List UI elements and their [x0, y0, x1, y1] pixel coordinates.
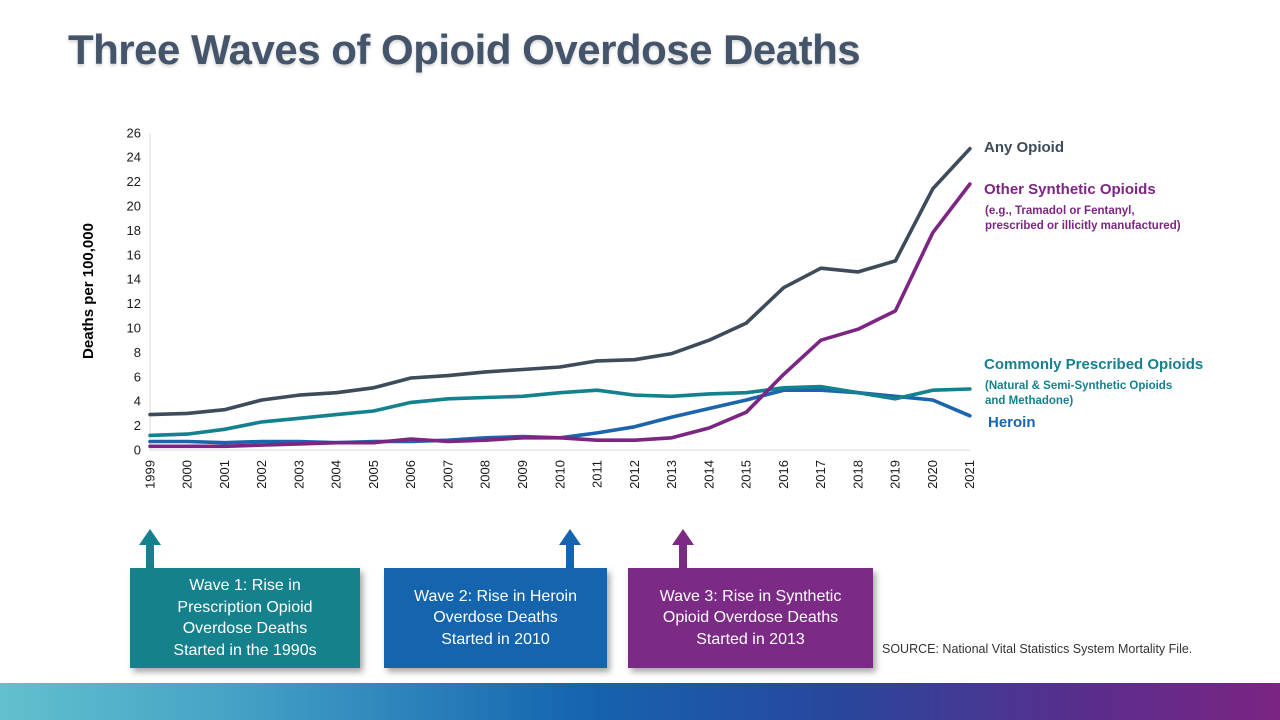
svg-text:20: 20 [127, 199, 141, 214]
svg-text:8: 8 [134, 345, 141, 360]
page-title: Three Waves of Opioid Overdose Deaths [68, 26, 861, 73]
svg-text:22: 22 [127, 174, 141, 189]
wave2-line: Started in 2010 [441, 630, 550, 648]
svg-text:12: 12 [127, 296, 141, 311]
wave2-callout: Wave 2: Rise in Heroin Overdose Deaths S… [384, 568, 607, 668]
svg-text:2006: 2006 [403, 460, 418, 489]
svg-text:2011: 2011 [589, 460, 604, 488]
svg-text:2000: 2000 [180, 460, 195, 489]
wave2-line: Overdose Deaths [433, 609, 558, 627]
svg-text:2008: 2008 [478, 460, 493, 489]
svg-text:2005: 2005 [366, 460, 381, 489]
wave2-line: Wave 2: Rise in Heroin [413, 587, 578, 605]
wave1-line: Started in the 1990s [173, 641, 317, 659]
svg-text:Deaths per 100,000: Deaths per 100,000 [80, 223, 97, 359]
svg-text:2009: 2009 [515, 460, 530, 489]
bottom-gradient-bar [0, 683, 1280, 720]
series-sublabel-line: (e.g., Tramadol or Fentanyl, [985, 205, 1135, 217]
series-sublabel-line: (Natural & Semi-Synthetic Opioids [985, 380, 1173, 392]
svg-text:24: 24 [127, 150, 141, 165]
wave3-arrow-icon [672, 529, 694, 569]
series-sublabel-prescribed: (Natural & Semi-Synthetic Opioids and Me… [985, 379, 1172, 409]
wave1-line: Overdose Deaths [182, 620, 308, 637]
svg-text:18: 18 [127, 223, 141, 238]
svg-text:2013: 2013 [664, 460, 679, 489]
svg-text:2021: 2021 [962, 460, 977, 489]
svg-text:2014: 2014 [701, 460, 716, 489]
series-label-prescribed: Commonly Prescribed Opioids [984, 356, 1204, 373]
wave1-line: Wave 1: Rise in [189, 577, 301, 594]
svg-text:1999: 1999 [142, 460, 157, 489]
svg-text:26: 26 [127, 125, 141, 140]
svg-text:6: 6 [134, 369, 141, 384]
svg-text:10: 10 [127, 321, 141, 336]
wave2-arrow-icon [559, 529, 581, 569]
svg-text:2012: 2012 [627, 460, 642, 489]
svg-text:2001: 2001 [217, 460, 232, 489]
svg-text:2015: 2015 [739, 460, 754, 489]
svg-text:14: 14 [127, 272, 141, 287]
svg-text:2003: 2003 [291, 460, 306, 489]
svg-text:2020: 2020 [925, 460, 940, 489]
series-sublabel-line: prescribed or illicitly manufactured) [985, 220, 1181, 232]
svg-text:2004: 2004 [329, 460, 344, 489]
svg-text:2002: 2002 [254, 460, 269, 489]
svg-text:16: 16 [127, 247, 141, 262]
series-sublabel-line: and Methadone) [985, 395, 1074, 407]
svg-text:0: 0 [134, 443, 141, 458]
series-label-heroin: Heroin [988, 414, 1036, 431]
series-label-other-synthetic: Other Synthetic Opioids [984, 181, 1156, 198]
series-label-any-opioid: Any Opioid [984, 139, 1064, 156]
svg-text:2019: 2019 [888, 460, 903, 489]
source-note: SOURCE: National Vital Statistics System… [882, 642, 1193, 656]
wave3-callout: Wave 3: Rise in Synthetic Opioid Overdos… [628, 568, 873, 668]
svg-text:2017: 2017 [813, 460, 828, 489]
svg-text:2007: 2007 [440, 460, 455, 489]
svg-text:4: 4 [134, 394, 141, 409]
wave1-callout: Wave 1: Rise in Prescription Opioid Over… [130, 568, 360, 668]
wave3-line: Wave 3: Rise in Synthetic [659, 587, 842, 605]
series-sublabel-other-synthetic: (e.g., Tramadol or Fentanyl, prescribed … [985, 204, 1181, 234]
svg-text:2016: 2016 [776, 460, 791, 489]
wave3-line: Opioid Overdose Deaths [662, 609, 839, 627]
wave1-line: Prescription Opioid [177, 598, 313, 616]
line-chart: 0 2 4 6 8 10 12 14 16 18 20 22 24 26 1999 2000 2001 2002 2… [80, 110, 980, 520]
wave3-line: Started in 2013 [696, 630, 805, 648]
svg-text:2: 2 [134, 418, 141, 433]
svg-text:2010: 2010 [552, 460, 567, 489]
svg-text:2018: 2018 [850, 460, 865, 489]
wave1-arrow-icon [139, 529, 161, 569]
